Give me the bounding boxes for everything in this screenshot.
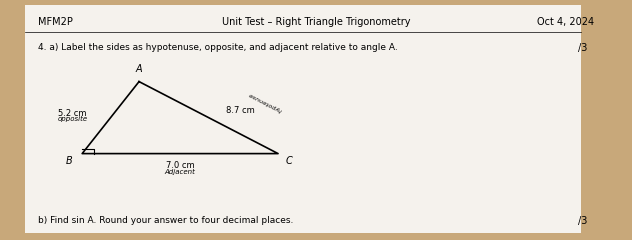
Text: /3: /3 xyxy=(578,216,588,226)
Text: C: C xyxy=(286,156,293,166)
Text: b) Find sin A. Round your answer to four decimal places.: b) Find sin A. Round your answer to four… xyxy=(38,216,293,225)
Text: /3: /3 xyxy=(578,43,588,53)
Text: 4. a) Label the sides as hypotenuse, opposite, and adjacent relative to angle A.: 4. a) Label the sides as hypotenuse, opp… xyxy=(38,43,398,52)
Bar xyxy=(25,5,581,233)
Text: hypotenuse: hypotenuse xyxy=(248,91,283,113)
Text: opposite: opposite xyxy=(58,116,88,122)
Text: 7.0 cm: 7.0 cm xyxy=(166,161,195,170)
Text: Unit Test – Right Triangle Trigonometry: Unit Test – Right Triangle Trigonometry xyxy=(222,17,410,27)
Text: 5.2 cm: 5.2 cm xyxy=(58,109,87,119)
Text: MFM2P: MFM2P xyxy=(38,17,73,27)
Text: B: B xyxy=(66,156,73,166)
Text: Oct 4, 2024: Oct 4, 2024 xyxy=(537,17,594,27)
Text: 8.7 cm: 8.7 cm xyxy=(226,106,255,115)
Text: A: A xyxy=(136,64,142,74)
Text: Adjacent: Adjacent xyxy=(165,168,195,175)
